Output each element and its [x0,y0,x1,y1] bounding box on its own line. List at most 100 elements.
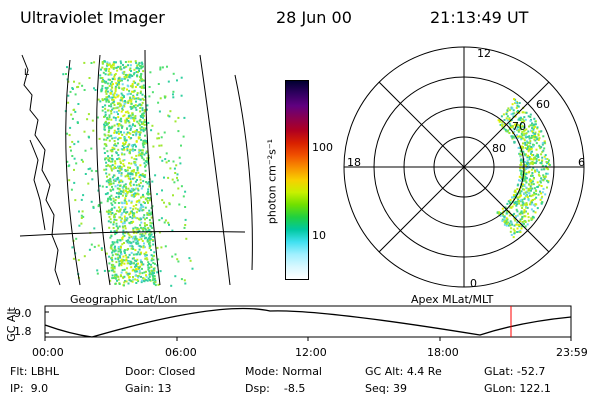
aurora-pixel [509,201,512,204]
aurora-pixel [129,127,132,130]
aurora-pixel [508,109,511,112]
aurora-pixel [139,265,142,268]
aurora-pixel [518,111,521,114]
aurora-pixel [123,234,126,237]
aurora-pixel [529,116,532,118]
aurora-pixel [127,239,130,242]
aurora-pixel [109,189,112,192]
aurora-pixel [540,178,543,181]
aurora-pixel [180,185,183,188]
aurora-pixel [99,74,102,77]
aurora-pixel [124,175,127,178]
aurora-pixel [119,260,122,262]
aurora-pixel [113,267,116,270]
aurora-pixel [172,93,174,96]
aurora-pixel [529,142,532,145]
aurora-pixel [505,113,508,115]
aurora-pixel [130,98,133,101]
aurora-pixel [535,157,538,160]
aurora-pixel [511,135,514,138]
aurora-pixel [159,156,162,159]
aurora-pixel [512,127,515,130]
aurora-pixel [135,239,138,242]
aurora-pixel [140,149,142,152]
aurora-pixel [139,110,142,113]
aurora-pixel [532,154,535,156]
aurora-pixel [122,77,125,80]
aurora-pixel [117,275,120,278]
aurora-pixel [124,208,127,211]
aurora-pixel [104,113,107,116]
aurora-pixel [130,266,133,269]
aurora-pixel [517,200,520,203]
aurora-pixel [169,167,172,170]
aurora-pixel [106,175,108,178]
aurora-pixel [132,229,135,232]
aurora-pixel [158,110,161,113]
aurora-pixel [140,121,143,124]
aurora-pixel [160,217,163,220]
aurora-pixel [532,210,535,213]
aurora-pixel [130,251,133,254]
aurora-pixel [129,105,132,108]
aurora-pixel [128,166,131,169]
aurora-pixel [153,272,155,275]
mlat-label-60: 60 [536,98,550,111]
aurora-pixel [524,160,526,163]
aurora-pixel [107,131,110,134]
aurora-pixel [123,159,126,161]
aurora-pixel [126,118,128,121]
aurora-pixel [513,229,516,232]
aurora-pixel [83,255,86,258]
aurora-pixel [501,214,504,217]
aurora-pixel [129,184,132,187]
aurora-pixel [138,271,141,274]
aurora-pixel [143,86,146,89]
aurora-pixel [120,258,123,261]
aurora-pixel [142,158,145,161]
aurora-pixel [123,148,126,151]
aurora-pixel [140,151,143,154]
aurora-pixel [514,115,517,118]
aurora-pixel [106,90,109,93]
aurora-pixel [148,270,151,273]
aurora-pixel [117,154,120,157]
aurora-pixel [128,234,131,237]
aurora-pixel [133,119,136,122]
mlt-label-6: 6 [578,156,585,169]
aurora-pixel [122,235,125,238]
aurora-pixel [151,227,154,229]
aurora-pixel [138,229,141,232]
aurora-pixel [152,267,155,270]
aurora-pixel [105,67,108,70]
aurora-pixel [136,120,139,123]
aurora-pixel [125,195,128,197]
coastline [21,54,61,286]
aurora-pixel [122,115,125,118]
aurora-pixel [138,269,141,272]
aurora-pixel [519,192,522,195]
aurora-pixel [87,113,90,116]
aurora-pixel [143,142,146,145]
aurora-pixel [104,104,107,107]
aurora-pixel [123,215,126,218]
aurora-pixel [538,171,540,174]
aurora-pixel [126,267,128,270]
aurora-pixel [134,226,137,229]
aurora-pixel [132,183,135,186]
aurora-pixel [118,225,121,228]
aurora-pixel [135,131,138,134]
aurora-pixel [96,272,99,275]
aurora-pixel [128,236,131,239]
aurora-pixel [111,258,114,261]
aurora-pixel [106,192,109,195]
aurora-pixel [132,169,135,172]
aurora-pixel [137,154,140,157]
aurora-pixel [132,240,135,243]
aurora-pixel [541,150,544,153]
aurora-pixel [136,258,139,261]
aurora-pixel [527,199,530,202]
aurora-pixel [142,121,145,124]
aurora-pixel [123,139,126,142]
aurora-pixel [126,149,129,152]
